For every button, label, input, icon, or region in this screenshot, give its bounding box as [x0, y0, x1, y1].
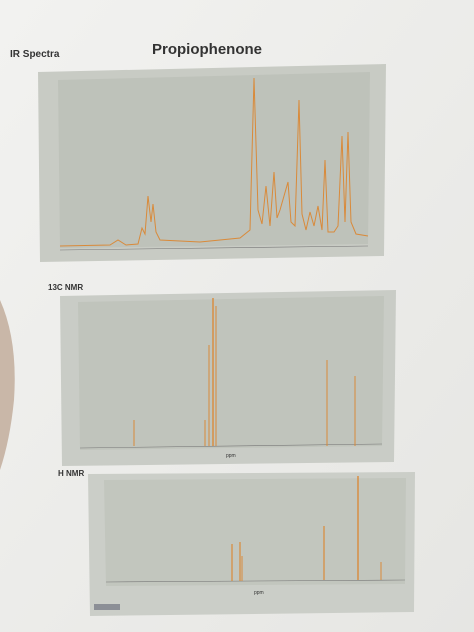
h-nmr-spectrum: ppm — [88, 472, 415, 616]
h-axis-label: ppm — [254, 590, 264, 596]
ir-label: IR Spectra — [10, 49, 60, 60]
c13-spectrum: ppm — [60, 290, 396, 466]
page-title: Propiophenone — [152, 41, 262, 58]
c13-axis-label: ppm — [226, 453, 236, 459]
finger — [0, 300, 15, 470]
h-label: H NMR — [58, 469, 84, 478]
c13-label: 13C NMR — [48, 283, 83, 292]
ir-spectrum — [38, 64, 386, 262]
